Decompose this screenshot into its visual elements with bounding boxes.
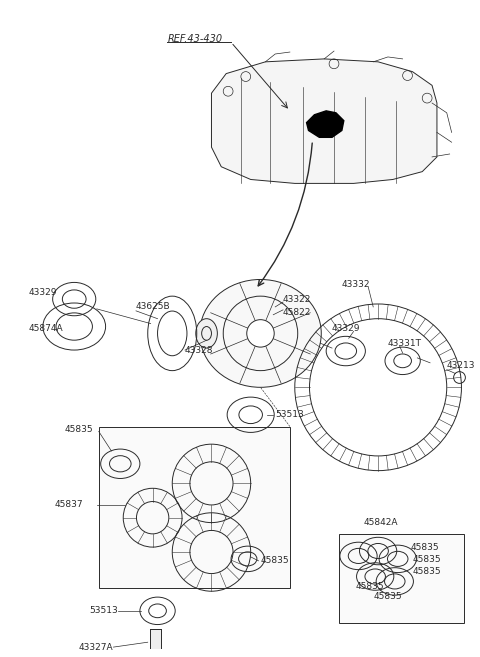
Polygon shape xyxy=(307,111,344,137)
Text: REF.43-430: REF.43-430 xyxy=(168,34,222,44)
Text: 43331T: 43331T xyxy=(388,339,422,348)
Text: 45835: 45835 xyxy=(356,582,384,591)
Text: 43329: 43329 xyxy=(28,288,57,297)
Bar xyxy=(150,629,161,657)
Text: 45835: 45835 xyxy=(261,556,289,565)
Ellipse shape xyxy=(200,279,321,388)
Ellipse shape xyxy=(196,319,217,348)
Text: 43327A: 43327A xyxy=(79,643,113,652)
Text: 45837: 45837 xyxy=(55,501,83,509)
Circle shape xyxy=(247,320,274,347)
Text: 45835: 45835 xyxy=(412,567,441,576)
Text: 43332: 43332 xyxy=(342,280,371,289)
Polygon shape xyxy=(212,59,437,183)
Bar xyxy=(339,534,464,623)
Text: 45874A: 45874A xyxy=(28,324,63,333)
Text: 43625B: 43625B xyxy=(136,302,170,311)
Text: 43213: 43213 xyxy=(447,361,475,371)
Text: 45835: 45835 xyxy=(373,591,402,600)
Text: 43322: 43322 xyxy=(283,294,312,304)
Text: 45822: 45822 xyxy=(283,308,312,317)
Text: 43328: 43328 xyxy=(185,346,214,355)
Bar xyxy=(99,426,290,588)
Text: 53513: 53513 xyxy=(90,606,119,616)
Text: 53513: 53513 xyxy=(275,410,304,419)
Text: 45835: 45835 xyxy=(64,425,93,434)
Text: 43329: 43329 xyxy=(332,324,360,333)
Text: 45835: 45835 xyxy=(410,543,439,552)
Text: 45835: 45835 xyxy=(412,555,441,564)
Text: 45842A: 45842A xyxy=(363,518,398,527)
